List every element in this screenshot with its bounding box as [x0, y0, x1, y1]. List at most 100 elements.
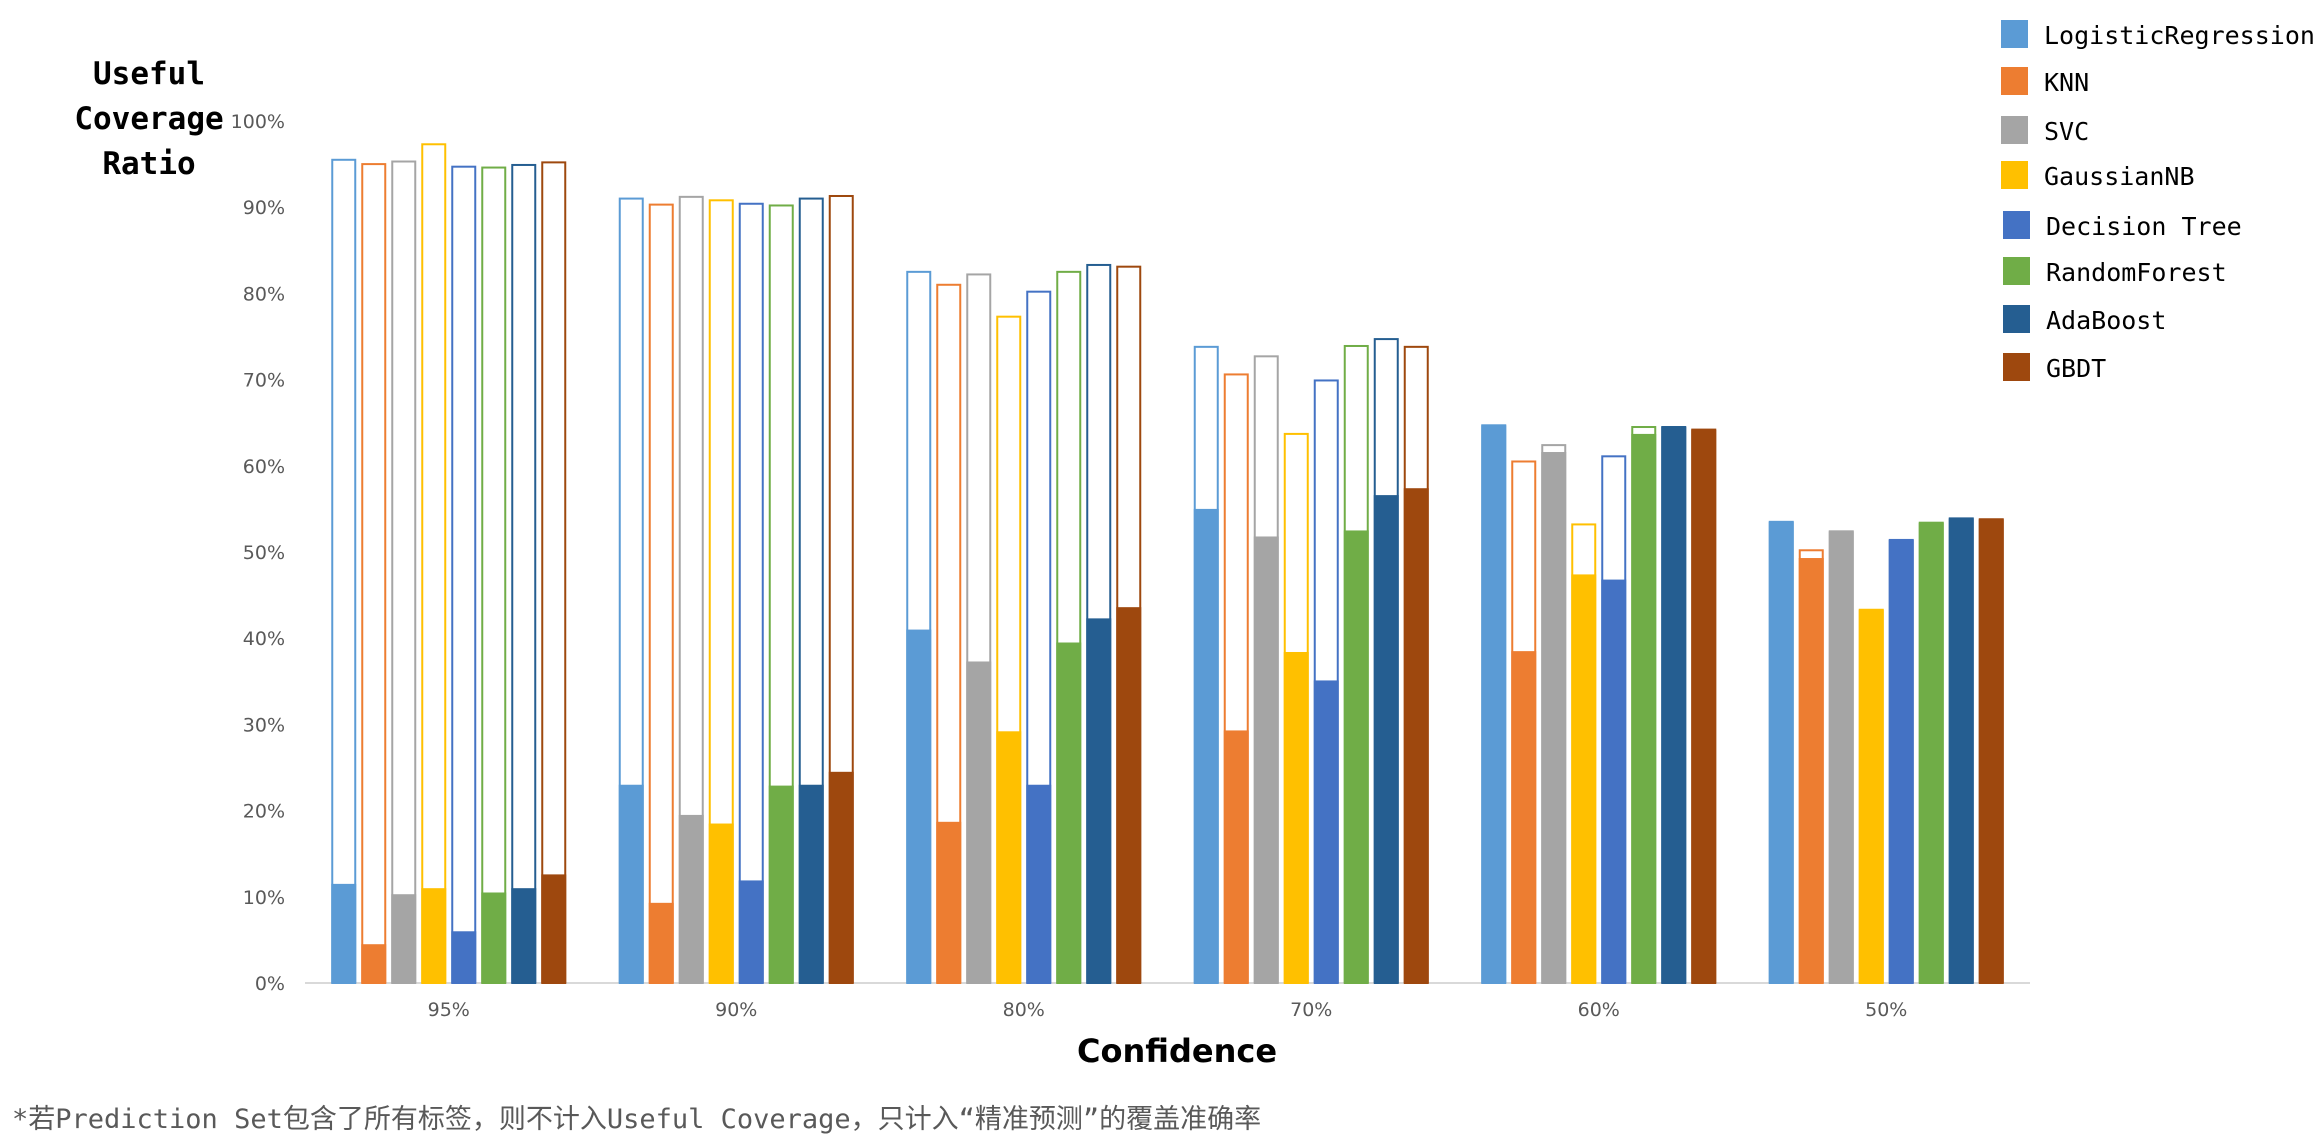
y-tick-label: 90%: [243, 197, 285, 219]
bar-useful-filled: [966, 661, 992, 983]
x-axis-ticks: 95% 90% 80% 70% 60% 50%: [428, 999, 1908, 1021]
legend-swatch: [2003, 257, 2030, 285]
x-tick-label: 60%: [1578, 999, 1620, 1021]
bar-useful-filled: [798, 784, 824, 983]
bar-series: [331, 143, 2004, 985]
y-tick-label: 50%: [243, 542, 285, 564]
x-tick-label: 90%: [715, 999, 757, 1021]
bar-useful-filled: [1026, 784, 1052, 983]
bar-useful-filled: [1571, 574, 1597, 983]
legend-label: KNN: [2044, 68, 2089, 97]
bar-useful-filled: [331, 883, 357, 983]
legend-swatch: [2001, 161, 2028, 189]
legend-swatch: [2003, 305, 2030, 333]
bar-total-outline: [421, 143, 447, 985]
y-tick-label: 0%: [255, 973, 285, 995]
legend-label: AdaBoost: [2046, 306, 2166, 335]
footnote: *若Prediction Set包含了所有标签，则不计入Useful Cover…: [12, 1104, 1261, 1135]
legend-label: SVC: [2044, 117, 2089, 146]
bar-useful-filled: [1056, 642, 1082, 983]
bar-useful-filled: [1601, 579, 1627, 983]
bar-useful-filled: [1086, 618, 1112, 983]
legend-swatch: [2001, 20, 2028, 48]
bar-total-outline: [391, 160, 417, 985]
bar-useful-filled: [1481, 425, 1507, 983]
bar-useful-filled: [678, 814, 704, 983]
bar-useful-filled: [481, 892, 507, 983]
bar-useful-filled: [1253, 536, 1279, 983]
bar-useful-filled: [391, 894, 417, 983]
x-axis-title: Confidence: [1077, 1032, 1277, 1070]
x-tick-label: 50%: [1865, 999, 1907, 1021]
y-axis-title-line: Coverage: [74, 101, 223, 137]
bar-useful-filled: [1858, 609, 1884, 983]
bar-useful-filled: [906, 629, 932, 983]
legend-label: Decision Tree: [2046, 212, 2242, 241]
bar-useful-filled: [648, 902, 674, 983]
bar-useful-filled: [1511, 651, 1537, 983]
bar-total-outline: [361, 163, 387, 985]
bar-useful-filled: [361, 944, 387, 983]
bar-total-outline: [648, 203, 674, 984]
legend-label: RandomForest: [2046, 258, 2227, 287]
bar-useful-filled: [1948, 518, 1974, 983]
bar-useful-filled: [1223, 730, 1249, 983]
bar-useful-filled: [1828, 531, 1854, 983]
bar-useful-filled: [936, 821, 962, 983]
bar-useful-filled: [541, 874, 567, 983]
y-tick-label: 80%: [243, 283, 285, 305]
bar-useful-filled: [421, 888, 447, 983]
bar-useful-filled: [1343, 530, 1369, 983]
y-tick-label: 20%: [243, 801, 285, 823]
bar-useful-filled: [1283, 651, 1309, 983]
y-tick-label: 10%: [243, 887, 285, 909]
legend-label: GBDT: [2046, 354, 2106, 383]
legend-label: GaussianNB: [2044, 162, 2195, 191]
legend-swatch: [2003, 211, 2030, 239]
legend-swatch: [2001, 67, 2028, 95]
y-axis-ticks: 0% 10% 20% 30% 40% 50% 60% 70% 80% 90% 100%: [231, 111, 285, 995]
y-tick-label: 30%: [243, 714, 285, 736]
bar-useful-filled: [1978, 519, 2004, 983]
bar-total-outline: [481, 166, 507, 985]
x-tick-label: 80%: [1003, 999, 1045, 1021]
bar-total-outline: [541, 161, 567, 985]
legend: LogisticRegression KNN SVC GaussianNB Decisi…: [2001, 20, 2315, 383]
bar-useful-filled: [738, 880, 764, 983]
bar-useful-filled: [1798, 558, 1824, 983]
bar-useful-filled: [618, 784, 644, 983]
y-tick-label: 60%: [243, 456, 285, 478]
bar-useful-filled: [1193, 508, 1219, 983]
bar-useful-filled: [996, 731, 1022, 983]
bar-useful-filled: [1888, 539, 1914, 983]
legend-label: LogisticRegression: [2044, 21, 2315, 50]
bar-useful-filled: [1541, 452, 1567, 983]
legend-swatch: [2003, 353, 2030, 381]
bar-useful-filled: [1661, 427, 1687, 983]
bar-useful-filled: [1918, 522, 1944, 983]
y-axis-title-line: Useful: [93, 56, 205, 92]
bar-useful-filled: [1768, 521, 1794, 983]
bar-useful-filled: [451, 931, 477, 983]
x-tick-label: 70%: [1290, 999, 1332, 1021]
bar-total-outline: [738, 202, 764, 984]
y-tick-label: 100%: [231, 111, 285, 133]
bar-useful-filled: [1373, 495, 1399, 983]
bar-useful-filled: [1631, 433, 1657, 983]
bar-useful-filled: [708, 823, 734, 983]
bar-useful-filled: [768, 785, 794, 983]
bar-useful-filled: [1116, 607, 1142, 983]
bar-useful-filled: [511, 888, 537, 983]
x-tick-label: 95%: [428, 999, 470, 1021]
bar-useful-filled: [1691, 429, 1717, 983]
bar-total-outline: [451, 165, 477, 985]
y-tick-label: 70%: [243, 370, 285, 392]
y-axis-title: Useful Coverage Ratio: [74, 56, 223, 182]
bar-total-outline: [511, 163, 537, 985]
y-tick-label: 40%: [243, 628, 285, 650]
y-axis-title-line: Ratio: [102, 146, 195, 182]
bar-useful-filled: [828, 771, 854, 983]
bar-useful-filled: [1403, 488, 1429, 983]
bar-useful-filled: [1313, 680, 1339, 983]
